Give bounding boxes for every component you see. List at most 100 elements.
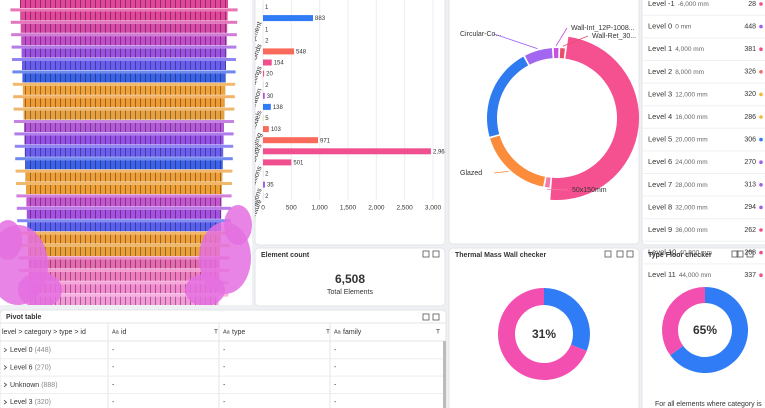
cell: - <box>112 382 115 389</box>
panel-icons <box>422 250 754 321</box>
level-elevation: 16,000 mm <box>675 114 708 121</box>
tree <box>185 274 225 305</box>
panel <box>254 247 446 307</box>
bar <box>263 70 265 77</box>
x-tick-label: 3,000 <box>425 205 442 212</box>
level-count: 320 <box>744 91 756 98</box>
floor-mullions <box>22 61 226 70</box>
value-label: 548 <box>296 49 307 55</box>
level-name: Level 10 40,000 mm <box>648 248 712 257</box>
pie-segment <box>490 135 546 187</box>
tree <box>0 220 22 260</box>
level-elevation: 24,000 mm <box>675 159 708 166</box>
cell: - <box>334 382 337 389</box>
floor-mullions <box>29 296 219 305</box>
floor-mullions <box>29 284 219 294</box>
icon[interactable] <box>736 250 744 258</box>
value-label: 35 <box>267 183 274 189</box>
level-label: Level 10 <box>648 248 676 257</box>
cell: - <box>223 382 226 389</box>
floor-mullions <box>26 209 222 219</box>
floor-slab <box>17 231 231 235</box>
floor-mullions <box>27 234 221 244</box>
floor-slab <box>10 20 238 24</box>
level-name: Level 11 44,000 mm <box>648 270 711 279</box>
bar <box>263 159 292 166</box>
level-dot <box>759 160 763 164</box>
pie-segment <box>553 48 559 59</box>
icon[interactable] <box>626 250 634 258</box>
floor-slab <box>16 206 232 210</box>
floor-mullions <box>23 110 225 120</box>
icon[interactable] <box>746 250 754 258</box>
value-label: 2 <box>265 83 269 89</box>
floor-mullions <box>27 222 221 232</box>
level-dot <box>759 137 763 142</box>
value-label: 154 <box>274 61 285 67</box>
leader-line <box>555 27 568 47</box>
icon[interactable] <box>616 250 624 258</box>
floor-slab <box>14 132 234 136</box>
level-elevation: 40,000 mm <box>679 249 712 256</box>
expand-arrow[interactable] <box>3 347 8 353</box>
panel <box>448 247 640 408</box>
icon[interactable] <box>422 313 430 321</box>
value-label: 883 <box>315 16 326 22</box>
expand-arrow[interactable] <box>3 399 8 405</box>
level-name: Level 3 12,000 mm <box>648 89 708 98</box>
segment-label: Wall-Ret_30... <box>592 33 636 40</box>
level-label: Level 1 <box>648 44 672 53</box>
category-label: Planting <box>248 132 263 158</box>
floor-slab <box>11 45 237 49</box>
expand-arrow[interactable] <box>3 365 8 370</box>
level-count: 28 <box>748 1 756 8</box>
tree <box>18 272 62 305</box>
x-tick-label: 1,500 <box>340 205 357 212</box>
floor-mullions <box>24 123 224 132</box>
floor-mullions <box>25 172 223 182</box>
row-name: Level 0 <box>10 347 33 354</box>
level-label: Level 2 <box>648 67 672 76</box>
floor-slab <box>18 268 230 272</box>
expand-arrow[interactable] <box>3 382 8 388</box>
level-count: 286 <box>744 114 756 121</box>
row-name: Unknown <box>10 382 39 389</box>
floor-slab <box>19 293 229 297</box>
floor-slab <box>11 33 237 37</box>
bar <box>263 48 295 55</box>
filter-icon[interactable]: T <box>436 329 440 336</box>
level-label: Level 11 <box>648 270 676 279</box>
icon[interactable] <box>422 250 430 258</box>
floor-mullions <box>20 23 228 33</box>
segment-label: Glazed <box>460 170 482 177</box>
filter-icon[interactable]: T <box>326 329 330 336</box>
icon[interactable] <box>604 250 612 258</box>
leader-line <box>562 35 589 47</box>
icon[interactable] <box>432 250 440 258</box>
panel <box>254 0 446 246</box>
filter-icon[interactable]: T <box>214 329 218 336</box>
level-elevation: 44,000 mm <box>679 272 712 279</box>
row-name: Level 6 <box>10 364 33 371</box>
panel-title: Pivot table <box>6 314 42 321</box>
floor-mullions <box>22 73 226 83</box>
icon[interactable] <box>731 250 739 258</box>
floor-mullions <box>22 85 226 95</box>
pie-segment <box>670 287 748 373</box>
column-header: type <box>232 329 245 336</box>
level-label: Level 4 <box>648 112 672 121</box>
panel-title: Element count <box>261 252 310 259</box>
column-header: id <box>121 329 127 336</box>
level-count: 337 <box>744 272 756 279</box>
floor-mullions <box>20 11 228 21</box>
kpi-value: 6,508 <box>335 272 365 286</box>
icon[interactable] <box>432 313 440 321</box>
scrollbar[interactable] <box>443 341 446 408</box>
value-label: 1 <box>265 5 269 11</box>
floor-mullions <box>25 160 223 170</box>
bar <box>263 103 271 110</box>
floor-slab <box>16 182 232 185</box>
level-label: Level 3 <box>648 89 672 98</box>
tree <box>224 205 252 245</box>
